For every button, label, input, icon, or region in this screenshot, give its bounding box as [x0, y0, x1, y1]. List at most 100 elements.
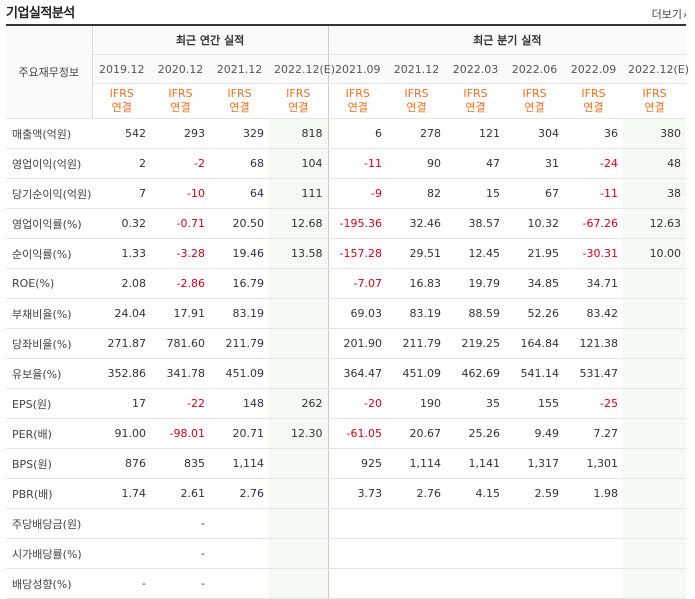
row-label: BPS(원) — [6, 448, 92, 479]
table-row: 영업이익(억원) 2 -2 68 104 -11 90 47 31 -24 48 — [6, 148, 687, 179]
table-cell: 148 — [210, 388, 269, 419]
table-cell: 352.86 — [92, 358, 151, 389]
table-cell: -2.86 — [151, 268, 210, 299]
table-cell: 1.33 — [92, 238, 151, 269]
table-cell: 201.90 — [328, 328, 388, 359]
column-header: 2022.12(E) — [269, 54, 335, 84]
row-label: 시가배당률(%) — [6, 538, 92, 569]
table-cell: 7.27 — [564, 418, 624, 449]
table-cell — [505, 508, 565, 539]
table-cell: 83.19 — [210, 298, 269, 329]
table-row: 배당성향(%) - - — [6, 568, 687, 599]
table-cell: 462.69 — [446, 358, 506, 389]
table-cell — [623, 358, 687, 389]
table-cell — [505, 568, 565, 599]
table-cell — [623, 418, 687, 449]
table-row: 당기순이익(억원) 7 -10 64 111 -9 82 15 67 -11 38 — [6, 178, 687, 209]
table-cell: 1,114 — [210, 448, 269, 479]
table-cell: 271.87 — [92, 328, 151, 359]
table-cell — [269, 328, 329, 359]
table-cell: 6 — [328, 118, 388, 149]
basis-top-label: IFRS — [109, 87, 134, 100]
table-cell — [623, 508, 687, 539]
table-cell — [210, 568, 269, 599]
table-cell: 83.42 — [564, 298, 624, 329]
table-cell: 380 — [623, 118, 687, 149]
table-row: PBR(배) 1.74 2.61 2.76 3.73 2.76 4.15 2.59 1.98 — [6, 478, 687, 509]
column-header: 2021.12 — [387, 54, 447, 84]
group-annual: 최근 연간 실적 — [92, 25, 329, 55]
table-cell: 16.83 — [387, 268, 447, 299]
table-cell: 1,317 — [505, 448, 565, 479]
table-cell — [623, 268, 687, 299]
table-cell: 278 — [387, 118, 447, 149]
table-cell: -67.26 — [564, 208, 624, 239]
table-cell — [623, 328, 687, 359]
basis-bottom-label: 연결 — [524, 101, 545, 114]
table-cell: 7 — [92, 178, 151, 209]
basis-cell: IFRS 연결 — [328, 83, 388, 119]
table-cell — [269, 268, 329, 299]
table-cell — [328, 508, 388, 539]
table-cell: 25.26 — [446, 418, 506, 449]
basis-top-label: IFRS — [286, 87, 311, 100]
table-cell: 10.00 — [623, 238, 687, 269]
basis-top-label: IFRS — [522, 87, 547, 100]
table-cell: 451.09 — [387, 358, 447, 389]
table-cell — [446, 508, 506, 539]
more-link[interactable]: 더보기› — [652, 6, 687, 22]
table-cell: 542 — [92, 118, 151, 149]
table-cell: - — [151, 538, 210, 569]
table-cell: 31 — [505, 148, 565, 179]
table-cell: -98.01 — [151, 418, 210, 449]
table-row: PER(배) 91.00 -98.01 20.71 12.30 -61.05 20.67 25… — [6, 418, 687, 449]
table-cell: 20.50 — [210, 208, 269, 239]
table-cell — [564, 508, 624, 539]
row-label: 부채비율(%) — [6, 298, 92, 329]
basis-top-label: IFRS — [168, 87, 193, 100]
financial-table: 주요재무정보 최근 연간 실적 최근 분기 실적 2019.12 2020.12 2… — [6, 24, 689, 599]
table-row: 시가배당률(%) - — [6, 538, 687, 569]
table-cell: 21.95 — [505, 238, 565, 269]
table-cell — [269, 358, 329, 389]
table-cell — [92, 508, 151, 539]
table-cell — [387, 538, 447, 569]
table-cell: 2 — [92, 148, 151, 179]
table-cell: 164.84 — [505, 328, 565, 359]
basis-cell: IFRS 연결 — [269, 83, 329, 119]
table-cell: 262 — [269, 388, 329, 419]
table-cell — [564, 538, 624, 569]
table-cell: 3.73 — [328, 478, 388, 509]
basis-bottom-label: 연결 — [288, 101, 309, 114]
table-cell: 36 — [564, 118, 624, 149]
table-cell: 2.76 — [210, 478, 269, 509]
table-cell — [269, 478, 329, 509]
table-cell: 1,301 — [564, 448, 624, 479]
table-cell: 17.91 — [151, 298, 210, 329]
column-header: 2021.12 — [210, 54, 269, 84]
row-label: 매출액(억원) — [6, 118, 92, 149]
table-row: ROE(%) 2.08 -2.86 16.79 -7.07 16.83 19.79 34.85… — [6, 268, 687, 299]
table-cell: 38.57 — [446, 208, 506, 239]
table-cell: 20.67 — [387, 418, 447, 449]
table-cell: 329 — [210, 118, 269, 149]
basis-top-label: IFRS — [642, 87, 667, 100]
row-label: 영업이익률(%) — [6, 208, 92, 239]
table-cell: 12.45 — [446, 238, 506, 269]
table-cell: 1,114 — [387, 448, 447, 479]
table-cell — [564, 568, 624, 599]
table-cell: 12.63 — [623, 208, 687, 239]
table-cell: 17 — [92, 388, 151, 419]
table-cell: 2.61 — [151, 478, 210, 509]
row-label: 배당성향(%) — [6, 568, 92, 599]
table-cell: -2 — [151, 148, 210, 179]
table-cell — [328, 568, 388, 599]
table-cell: 16.79 — [210, 268, 269, 299]
column-header: 2020.12 — [151, 54, 210, 84]
row-label: PBR(배) — [6, 478, 92, 509]
table-cell: 818 — [269, 118, 329, 149]
table-cell: 155 — [505, 388, 565, 419]
table-cell: -61.05 — [328, 418, 388, 449]
table-cell: 4.15 — [446, 478, 506, 509]
table-cell: -9 — [328, 178, 388, 209]
